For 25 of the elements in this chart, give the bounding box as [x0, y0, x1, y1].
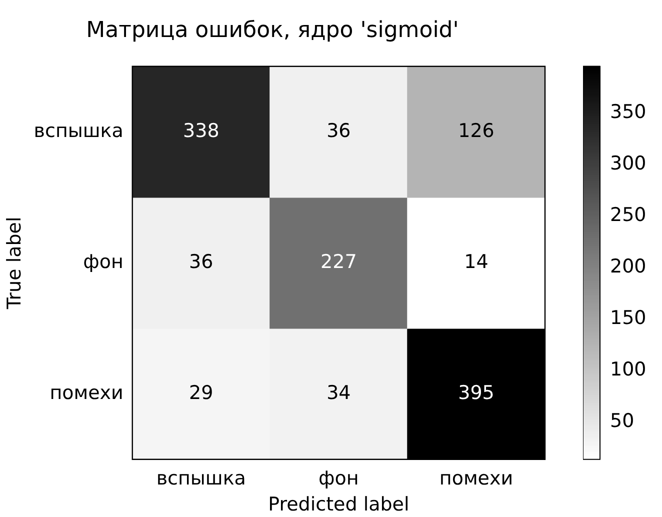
color-bar-label: 250 [610, 204, 646, 226]
data-label: 34 [326, 382, 351, 404]
data-label: 126 [458, 120, 494, 142]
color-bar-label: 150 [610, 307, 646, 330]
data-label: 14 [464, 250, 488, 273]
y-tick-label: помехи [50, 382, 124, 404]
x-tick-label: фон [318, 468, 359, 490]
y-axis-title: True label [3, 216, 26, 310]
x-axis-title: Predicted label [268, 494, 410, 516]
data-label: 395 [458, 382, 494, 404]
color-bar-label: 200 [610, 255, 646, 278]
y-tick-label: вспышка [34, 120, 124, 142]
data-label: 29 [189, 382, 214, 404]
color-bar-label: 100 [610, 358, 646, 381]
chart-title: Матрица ошибок, ядро 'sigmoid' [86, 18, 459, 43]
data-label: 36 [189, 250, 214, 273]
x-tick-label: помехи [439, 468, 514, 490]
x-tick-label: вспышка [156, 468, 246, 490]
color-bar-label: 350 [610, 100, 646, 123]
data-label: 36 [326, 120, 351, 142]
data-label: 338 [183, 120, 220, 142]
data-label: 227 [320, 250, 357, 273]
y-tick-label: фон [83, 250, 124, 273]
color-bar-label: 300 [610, 152, 646, 174]
color-bar-label: 50 [610, 410, 634, 432]
